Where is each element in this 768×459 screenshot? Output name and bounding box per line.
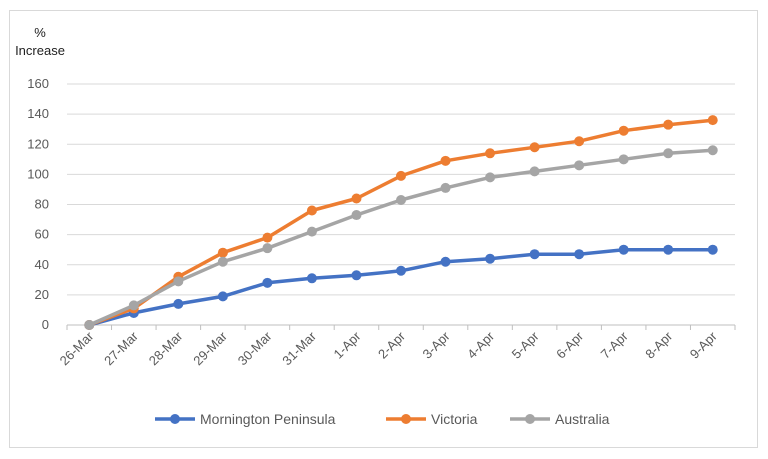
data-point bbox=[440, 182, 451, 193]
series-line-0 bbox=[87, 247, 715, 327]
data-point bbox=[529, 249, 540, 260]
series-line-1 bbox=[87, 118, 715, 327]
legend-swatch-marker bbox=[525, 414, 535, 424]
data-point bbox=[663, 148, 674, 159]
x-tick-label: 5-Apr bbox=[509, 328, 543, 362]
data-point bbox=[663, 244, 674, 255]
data-point bbox=[618, 244, 629, 255]
data-point bbox=[306, 226, 317, 237]
data-point bbox=[707, 115, 718, 126]
x-tick-label: 1-Apr bbox=[330, 328, 364, 362]
data-point bbox=[262, 277, 273, 288]
data-point bbox=[351, 193, 362, 204]
data-point bbox=[485, 172, 496, 183]
data-point bbox=[574, 249, 585, 260]
y-tick-label: 160 bbox=[27, 76, 49, 91]
data-point bbox=[84, 320, 95, 330]
x-tick-label: 31-Mar bbox=[279, 328, 319, 368]
x-tick-label: 2-Apr bbox=[375, 328, 409, 362]
data-point bbox=[707, 145, 718, 156]
data-point bbox=[663, 119, 674, 130]
data-point bbox=[351, 270, 362, 281]
legend-label: Australia bbox=[555, 411, 610, 427]
data-point bbox=[217, 256, 228, 267]
x-tick-label: 28-Mar bbox=[146, 328, 186, 368]
data-point bbox=[707, 244, 718, 255]
data-point bbox=[217, 291, 228, 302]
data-point bbox=[440, 256, 451, 267]
x-tick-label: 30-Mar bbox=[235, 328, 275, 368]
x-tick-label: 8-Apr bbox=[642, 328, 676, 362]
data-point bbox=[529, 142, 540, 153]
data-point bbox=[396, 170, 406, 181]
data-point bbox=[529, 166, 540, 177]
y-axis-title: % Increase bbox=[12, 24, 68, 60]
y-tick-label: 60 bbox=[35, 227, 49, 242]
x-tick-label: 9-Apr bbox=[687, 328, 721, 362]
data-point bbox=[485, 148, 496, 159]
x-tick-label: 7-Apr bbox=[598, 328, 632, 362]
x-tick-label: 29-Mar bbox=[190, 328, 230, 368]
data-point bbox=[574, 136, 585, 147]
x-tick-label: 26-Mar bbox=[57, 328, 97, 368]
y-tick-label: 20 bbox=[35, 287, 49, 302]
x-tick-label: 27-Mar bbox=[101, 328, 141, 368]
data-point bbox=[173, 276, 184, 287]
y-tick-label: 120 bbox=[27, 136, 49, 151]
y-tick-label: 0 bbox=[42, 317, 49, 332]
data-point bbox=[618, 125, 629, 136]
data-point bbox=[440, 155, 451, 166]
data-point bbox=[485, 253, 496, 264]
legend-label: Victoria bbox=[431, 411, 478, 427]
data-point bbox=[396, 194, 406, 205]
y-tick-label: 100 bbox=[27, 166, 49, 181]
data-point bbox=[574, 160, 585, 171]
y-tick-label: 80 bbox=[35, 197, 49, 212]
data-point bbox=[217, 247, 228, 258]
x-tick-label: 4-Apr bbox=[464, 328, 498, 362]
legend-swatch-marker bbox=[401, 414, 411, 424]
y-axis-title-line2: Increase bbox=[15, 43, 65, 58]
y-tick-label: 40 bbox=[35, 257, 49, 272]
data-point bbox=[306, 273, 317, 284]
y-tick-label: 140 bbox=[27, 106, 49, 121]
y-axis-title-line1: % bbox=[34, 25, 46, 40]
data-point bbox=[262, 243, 273, 254]
data-point bbox=[396, 265, 406, 276]
legend-swatch-marker bbox=[170, 414, 180, 424]
legend-label: Mornington Peninsula bbox=[200, 411, 336, 427]
x-tick-label: 3-Apr bbox=[420, 328, 454, 362]
data-point bbox=[173, 298, 184, 309]
data-point bbox=[262, 232, 273, 243]
data-point bbox=[306, 205, 317, 216]
data-point bbox=[618, 154, 629, 165]
data-point bbox=[128, 300, 139, 311]
chart-frame bbox=[9, 10, 758, 448]
data-point bbox=[351, 210, 362, 221]
x-tick-label: 6-Apr bbox=[553, 328, 587, 362]
